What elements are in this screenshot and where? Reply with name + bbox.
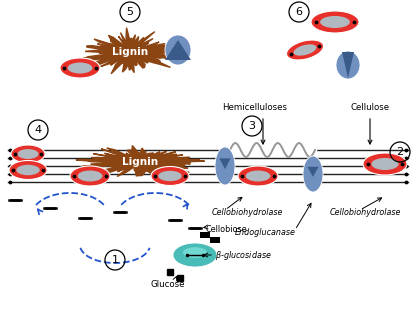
Text: Cellobiohydrolase: Cellobiohydrolase bbox=[212, 208, 284, 217]
Polygon shape bbox=[219, 159, 231, 169]
Ellipse shape bbox=[183, 247, 207, 258]
Ellipse shape bbox=[16, 165, 40, 175]
Ellipse shape bbox=[151, 167, 189, 185]
Ellipse shape bbox=[11, 145, 45, 163]
Text: Lignin: Lignin bbox=[122, 157, 158, 167]
Ellipse shape bbox=[78, 171, 102, 181]
Polygon shape bbox=[76, 146, 205, 177]
Text: Lignin: Lignin bbox=[112, 47, 148, 57]
Ellipse shape bbox=[173, 243, 217, 267]
Ellipse shape bbox=[158, 171, 182, 181]
Ellipse shape bbox=[320, 16, 350, 28]
Polygon shape bbox=[165, 40, 191, 60]
Ellipse shape bbox=[246, 171, 270, 181]
Bar bbox=[200, 232, 210, 238]
Text: Endoglucanase: Endoglucanase bbox=[234, 228, 295, 237]
Ellipse shape bbox=[9, 160, 47, 180]
Polygon shape bbox=[83, 28, 181, 74]
Ellipse shape bbox=[363, 153, 407, 175]
Ellipse shape bbox=[68, 62, 92, 74]
Ellipse shape bbox=[18, 149, 39, 159]
Ellipse shape bbox=[238, 166, 278, 186]
Polygon shape bbox=[307, 167, 319, 177]
Ellipse shape bbox=[60, 58, 100, 78]
Ellipse shape bbox=[371, 158, 399, 170]
Text: 2: 2 bbox=[396, 147, 404, 157]
Text: 4: 4 bbox=[34, 125, 42, 135]
Ellipse shape bbox=[165, 35, 191, 65]
Bar bbox=[210, 237, 220, 243]
Text: Cellobiose: Cellobiose bbox=[205, 225, 247, 234]
Text: 3: 3 bbox=[249, 121, 255, 131]
Text: 1: 1 bbox=[111, 255, 118, 265]
Ellipse shape bbox=[215, 147, 235, 185]
Text: Hemicelluloses: Hemicelluloses bbox=[223, 103, 288, 112]
Ellipse shape bbox=[294, 44, 316, 56]
Text: Glucose: Glucose bbox=[151, 280, 185, 289]
Ellipse shape bbox=[70, 166, 110, 186]
Ellipse shape bbox=[286, 40, 323, 60]
Text: $\beta$-glucosidase: $\beta$-glucosidase bbox=[215, 248, 272, 261]
Text: Cellobiohydrolase: Cellobiohydrolase bbox=[330, 208, 402, 217]
Polygon shape bbox=[342, 52, 354, 78]
Text: Cellulose: Cellulose bbox=[350, 103, 390, 112]
Ellipse shape bbox=[303, 156, 323, 192]
Ellipse shape bbox=[336, 51, 360, 79]
Text: 6: 6 bbox=[296, 7, 302, 17]
Ellipse shape bbox=[311, 11, 359, 33]
Text: 5: 5 bbox=[126, 7, 134, 17]
